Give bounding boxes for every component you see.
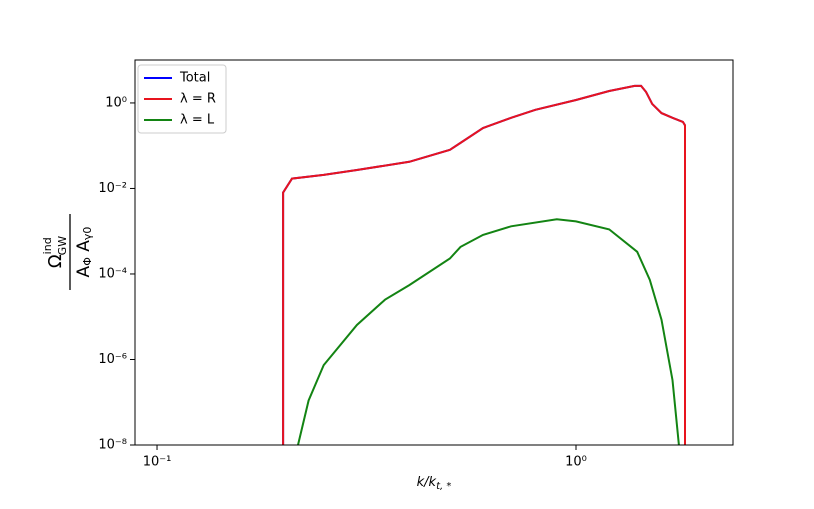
x-label-main: k/k (417, 475, 437, 490)
y-label-part: GW (56, 236, 69, 256)
legend-label: λ = R (180, 92, 216, 107)
x-label-sub: t, * (436, 481, 451, 492)
y-label-numerator: Ωind GW (41, 236, 69, 268)
plot-frame (134, 59, 734, 446)
y-label-part: γ0 (81, 227, 94, 241)
y-tick-label: 10⁻⁴ (98, 266, 127, 281)
y-label-part: Ω (45, 254, 66, 268)
y-label-part: Φ (81, 257, 94, 266)
x-tick-label: 10⁻¹ (143, 455, 172, 470)
line-series (282, 84, 686, 445)
legend-label: λ = L (180, 113, 215, 128)
y-label-part: A (74, 265, 94, 277)
x-axis-label: k/kt, * (417, 475, 452, 493)
line-series (282, 84, 686, 445)
legend-label: Total (179, 71, 210, 86)
y-tick-label: 10⁻² (98, 181, 127, 196)
y-tick-label: 10⁻⁶ (98, 352, 127, 367)
y-tick-label: 10⁻⁸ (98, 438, 127, 453)
y-label-denominator: AΦ Aγ0 (74, 227, 94, 278)
y-label-part: A (74, 240, 94, 257)
y-tick-label: 10⁰ (105, 95, 127, 110)
x-tick-label: 10⁰ (565, 455, 587, 470)
y-label-part: ind (41, 237, 54, 254)
line-series (297, 218, 680, 445)
legend-box (137, 64, 227, 134)
